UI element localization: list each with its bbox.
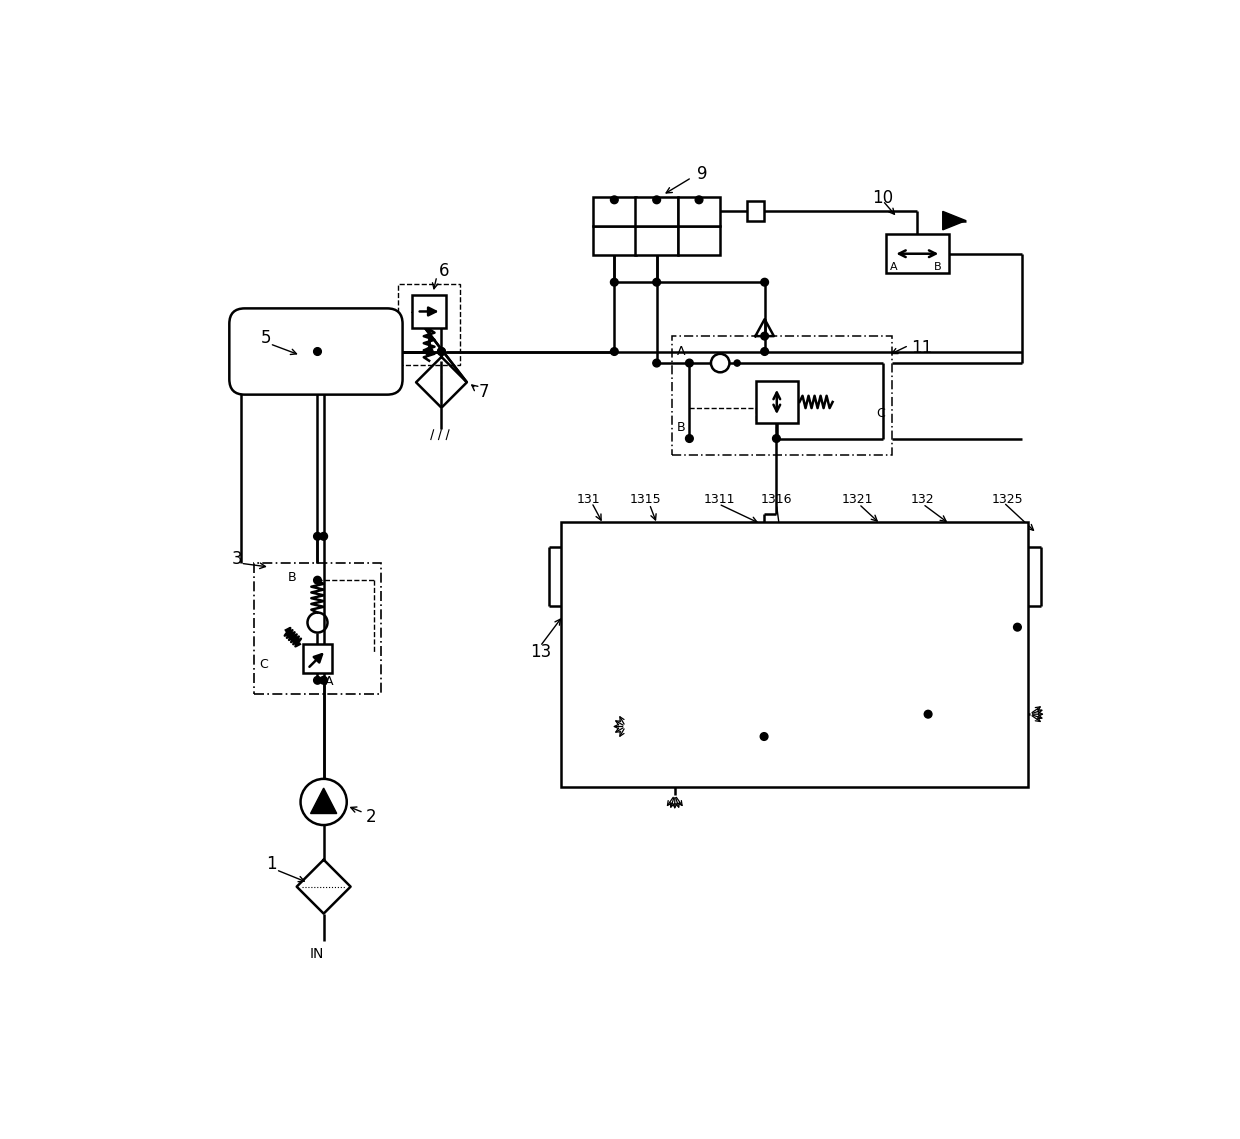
Text: 7: 7 <box>479 383 489 401</box>
Text: 12: 12 <box>713 666 734 683</box>
Text: C: C <box>637 743 645 752</box>
Text: 6: 6 <box>439 262 449 280</box>
Text: 1321: 1321 <box>842 493 873 506</box>
Circle shape <box>686 435 693 442</box>
Text: 1315: 1315 <box>630 493 662 506</box>
Text: A: A <box>635 723 644 734</box>
Text: B: B <box>677 421 686 434</box>
Text: C: C <box>877 407 885 419</box>
Text: A: A <box>677 345 686 358</box>
Bar <box>398 284 460 366</box>
Circle shape <box>314 677 321 685</box>
Text: B: B <box>934 262 941 272</box>
Text: A: A <box>890 262 898 272</box>
Text: 1: 1 <box>265 854 277 872</box>
Text: 1312: 1312 <box>671 646 702 658</box>
Bar <box>560 522 1028 787</box>
Text: 1311: 1311 <box>703 493 735 506</box>
Text: 9: 9 <box>697 165 708 182</box>
Circle shape <box>425 347 433 355</box>
Text: 1323: 1323 <box>853 646 885 658</box>
Text: B: B <box>702 731 709 741</box>
Circle shape <box>924 711 932 718</box>
Circle shape <box>314 576 321 584</box>
Circle shape <box>438 347 445 355</box>
Text: 1314: 1314 <box>613 646 644 658</box>
Circle shape <box>314 532 321 540</box>
Text: 13: 13 <box>529 642 552 661</box>
Bar <box>593 226 635 255</box>
Circle shape <box>652 359 661 367</box>
Text: 131: 131 <box>577 493 600 506</box>
Polygon shape <box>310 788 337 813</box>
Text: IN: IN <box>310 947 324 960</box>
Bar <box>748 202 764 221</box>
Circle shape <box>686 359 693 367</box>
Text: 2: 2 <box>366 809 377 827</box>
Circle shape <box>1013 623 1022 631</box>
Circle shape <box>610 347 619 355</box>
Bar <box>885 235 949 273</box>
Circle shape <box>760 732 768 740</box>
Bar <box>254 564 382 694</box>
Circle shape <box>734 360 740 366</box>
Circle shape <box>610 278 619 286</box>
Bar <box>564 525 1025 628</box>
Text: 1316: 1316 <box>761 493 792 506</box>
Text: A: A <box>904 729 911 738</box>
Text: C: C <box>259 658 268 671</box>
Circle shape <box>652 278 661 286</box>
Circle shape <box>773 435 780 442</box>
Text: 132: 132 <box>911 493 935 506</box>
Bar <box>899 688 1008 740</box>
Polygon shape <box>660 704 691 723</box>
Text: C: C <box>996 729 1003 738</box>
Bar <box>303 645 332 673</box>
Circle shape <box>314 347 321 355</box>
Bar <box>652 667 697 754</box>
Text: 10: 10 <box>872 189 893 206</box>
Polygon shape <box>942 212 966 230</box>
Bar <box>412 295 446 328</box>
Circle shape <box>761 278 769 286</box>
Text: A: A <box>325 675 334 688</box>
Text: B: B <box>288 572 296 584</box>
Circle shape <box>320 532 327 540</box>
Bar <box>593 197 635 226</box>
Circle shape <box>438 347 445 355</box>
Bar <box>672 336 892 456</box>
Circle shape <box>610 196 619 204</box>
Text: 1322: 1322 <box>797 646 828 658</box>
Text: 11: 11 <box>911 338 932 357</box>
Bar <box>678 226 720 255</box>
Circle shape <box>696 196 703 204</box>
Text: 5: 5 <box>260 329 272 346</box>
Bar <box>635 226 678 255</box>
Circle shape <box>320 677 327 685</box>
Text: 1325: 1325 <box>992 493 1024 506</box>
Text: 3: 3 <box>231 550 242 568</box>
FancyBboxPatch shape <box>229 309 403 394</box>
Bar <box>755 380 799 423</box>
Text: 1324: 1324 <box>910 646 941 658</box>
Bar <box>678 197 720 226</box>
Bar <box>635 197 678 226</box>
Circle shape <box>652 196 661 204</box>
Text: B: B <box>904 690 911 700</box>
Text: 15: 15 <box>926 756 947 775</box>
Circle shape <box>761 333 769 339</box>
Text: 1313: 1313 <box>728 646 759 658</box>
Circle shape <box>761 347 769 355</box>
